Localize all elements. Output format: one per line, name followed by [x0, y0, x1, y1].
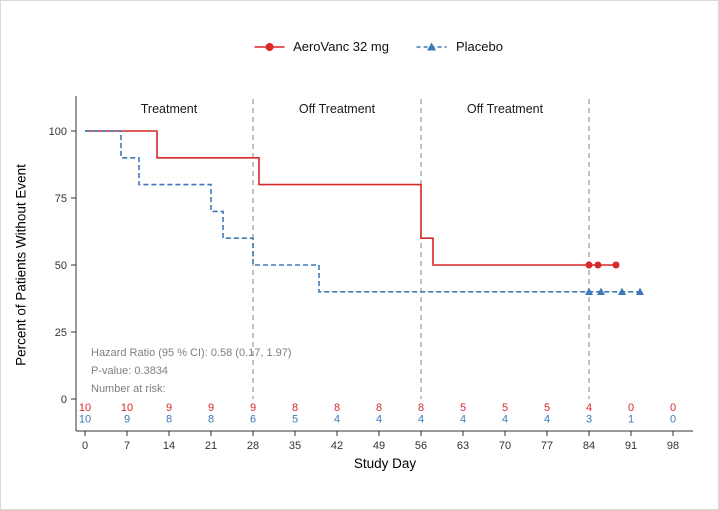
- at-risk-count: 4: [334, 414, 340, 426]
- at-risk-count: 4: [418, 414, 424, 426]
- at-risk-count: 3: [586, 414, 592, 426]
- at-risk-count: 5: [292, 414, 298, 426]
- at-risk-count: 8: [418, 402, 424, 414]
- legend-label-placebo: Placebo: [455, 39, 503, 54]
- y-axis-title: Percent of Patients Without Event: [13, 164, 29, 366]
- at-risk-count: 6: [250, 414, 256, 426]
- at-risk-count: 4: [544, 414, 550, 426]
- placebo-censor-marker: [597, 287, 605, 295]
- at-risk-count: 8: [376, 402, 382, 414]
- x-tick-label: 28: [247, 440, 259, 452]
- at-risk-count: 9: [250, 402, 256, 414]
- aerovanc-survival-curve: [85, 130, 616, 266]
- at-risk-count: 0: [628, 402, 634, 414]
- placebo-censor-marker: [636, 287, 644, 295]
- region-label-0: Treatment: [141, 102, 198, 116]
- hazard-ratio-text: Hazard Ratio (95 % CI): 0.58 (0.17, 1.97…: [91, 347, 292, 359]
- x-tick-label: 21: [205, 440, 217, 452]
- at-risk-count: 8: [208, 414, 214, 426]
- at-risk-count: 0: [670, 402, 676, 414]
- y-tick-label: 100: [49, 126, 67, 138]
- aerovanc-censor-marker: [612, 261, 620, 269]
- legend-label-aerovanc: AeroVanc 32 mg: [293, 39, 389, 54]
- at-risk-count: 4: [586, 402, 592, 414]
- placebo-censor-marker: [618, 287, 626, 295]
- at-risk-count: 5: [544, 402, 550, 414]
- at-risk-count: 4: [502, 414, 508, 426]
- aerovanc-censor-marker: [594, 261, 602, 269]
- legend: AeroVanc 32 mg Placebo: [252, 39, 503, 54]
- x-tick-label: 35: [289, 440, 301, 452]
- legend-item-aerovanc: AeroVanc 32 mg: [252, 39, 389, 54]
- at-risk-count: 10: [79, 414, 91, 426]
- at-risk-count: 9: [124, 414, 130, 426]
- x-tick-label: 63: [457, 440, 469, 452]
- y-tick-label: 25: [55, 327, 67, 339]
- placebo-survival-curve: [85, 130, 640, 293]
- dashed-line-triangle-marker-icon: [416, 42, 447, 50]
- at-risk-count: 5: [460, 402, 466, 414]
- x-tick-label: 7: [124, 440, 130, 452]
- x-tick-label: 42: [331, 440, 343, 452]
- x-tick-label: 0: [82, 440, 88, 452]
- at-risk-count: 9: [208, 402, 214, 414]
- y-tick-label: 0: [61, 394, 67, 406]
- solid-line-circle-marker-icon: [254, 42, 285, 51]
- at-risk-count: 4: [376, 414, 382, 426]
- x-tick-label: 84: [583, 440, 595, 452]
- placebo-censor-marker: [585, 287, 593, 295]
- aerovanc-censor-marker: [585, 261, 593, 269]
- x-tick-label: 14: [163, 440, 175, 452]
- legend-item-placebo: Placebo: [415, 39, 503, 54]
- at-risk-count: 8: [292, 402, 298, 414]
- at-risk-count: 10: [121, 402, 133, 414]
- at-risk-count: 0: [670, 414, 676, 426]
- y-tick-label: 50: [55, 260, 67, 272]
- x-tick-label: 49: [373, 440, 385, 452]
- x-tick-label: 70: [499, 440, 511, 452]
- x-tick-label: 56: [415, 440, 427, 452]
- region-label-2: Off Treatment: [467, 102, 544, 116]
- x-tick-label: 98: [667, 440, 679, 452]
- region-label-1: Off Treatment: [299, 102, 376, 116]
- x-axis-title: Study Day: [353, 456, 417, 471]
- at-risk-count: 8: [334, 402, 340, 414]
- number-at-risk-label: Number at risk:: [91, 383, 166, 395]
- at-risk-count: 8: [166, 414, 172, 426]
- at-risk-count: 5: [502, 402, 508, 414]
- at-risk-count: 4: [460, 414, 466, 426]
- at-risk-count: 9: [166, 402, 172, 414]
- x-tick-label: 91: [625, 440, 637, 452]
- at-risk-count: 1: [628, 414, 634, 426]
- y-tick-label: 75: [55, 193, 67, 205]
- p-value-text: P-value: 0.3834: [91, 365, 169, 377]
- x-tick-label: 77: [541, 440, 553, 452]
- stats-annotations: Hazard Ratio (95 % CI): 0.58 (0.17, 1.97…: [91, 344, 292, 398]
- at-risk-count: 10: [79, 402, 91, 414]
